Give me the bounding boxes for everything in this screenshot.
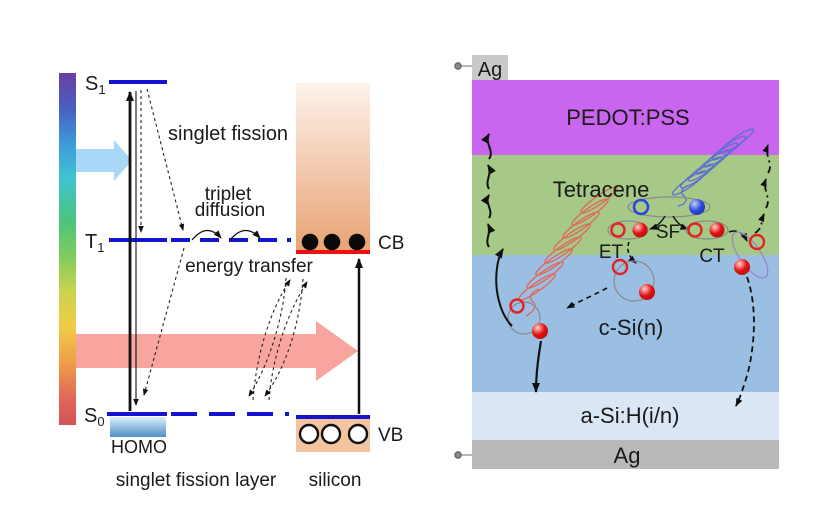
a-si-layer bbox=[472, 392, 779, 440]
ct-label: CT bbox=[699, 246, 725, 267]
top-terminal-icon bbox=[454, 62, 472, 70]
tetracene-label: Tetracene bbox=[553, 177, 650, 202]
left-energy-diagram: S1 T1 S0 singlet fission triplet diffusi… bbox=[59, 73, 404, 491]
energy-transfer-arrows bbox=[248, 277, 308, 401]
homo-label: HOMO bbox=[111, 437, 167, 457]
pedot-pss-label: PEDOT:PSS bbox=[566, 105, 689, 130]
ag-top-label: Ag bbox=[478, 59, 502, 81]
cb-electrons bbox=[301, 233, 366, 251]
ag-top-electrode bbox=[472, 55, 508, 80]
ct-state-exciton bbox=[731, 231, 769, 279]
triplet-hop-arrow-1 bbox=[191, 229, 222, 241]
charge-transport-path-right bbox=[754, 144, 771, 234]
ag-bottom-label: Ag bbox=[614, 443, 641, 468]
vb-label: VB bbox=[378, 425, 403, 446]
blue-photon-arrow-icon bbox=[76, 140, 132, 181]
electron-extraction-arrow bbox=[532, 340, 543, 393]
singlet-fission-arrow bbox=[146, 88, 185, 231]
hole-red-icon bbox=[687, 222, 703, 238]
electron-red-icon bbox=[709, 222, 725, 238]
electron-red-icon bbox=[532, 323, 548, 339]
tetracene-layer bbox=[472, 155, 779, 255]
et-label: ET bbox=[599, 242, 624, 263]
c-si-exciton-1 bbox=[611, 258, 655, 302]
triplet-exciton-right bbox=[685, 220, 729, 240]
energy-transfer-label: energy transfer bbox=[185, 256, 313, 277]
c-si-exciton-2 bbox=[507, 298, 548, 339]
hole-blue-icon bbox=[632, 198, 650, 216]
bottom-terminal-icon bbox=[454, 451, 472, 459]
vb-holes bbox=[298, 423, 369, 445]
silicon-caption: silicon bbox=[309, 470, 362, 491]
c-si-label: c-Si(n) bbox=[599, 315, 664, 340]
red-photon-arrow-icon bbox=[76, 321, 358, 381]
electron-red-icon bbox=[632, 222, 648, 238]
electron-red-icon bbox=[639, 284, 655, 300]
triplet-diffusion-label-line2: diffusion bbox=[195, 200, 265, 221]
triplet-hop-arrow-2 bbox=[229, 229, 261, 241]
cb-label: CB bbox=[378, 233, 404, 254]
electron-red-icon bbox=[734, 259, 750, 275]
s0-level-label: S0 bbox=[84, 405, 105, 429]
electron-extraction-arrow-dashed bbox=[735, 276, 755, 407]
hole-red-icon bbox=[509, 298, 525, 314]
singlet-fission-label: singlet fission bbox=[168, 123, 288, 145]
triplet-diffusion-label-line1: triplet bbox=[205, 184, 252, 205]
ct-arrow bbox=[728, 230, 748, 242]
t1-level-label: T1 bbox=[85, 231, 104, 255]
singlet-exciton bbox=[627, 196, 711, 218]
right-device-schematic: Ag PEDOT:PSS Tetracene c-Si(n) a-Si:H(i/… bbox=[454, 55, 779, 469]
electron-blue-icon bbox=[689, 199, 705, 215]
solar-spectrum-bar bbox=[59, 73, 76, 425]
t1-to-s0-arrow bbox=[142, 247, 185, 396]
sf-label: SF bbox=[656, 222, 680, 243]
ag-bottom-electrode bbox=[472, 440, 779, 469]
red-photon-coil-icon bbox=[518, 186, 618, 317]
exciton-diffusion-arrow bbox=[566, 287, 608, 309]
c-si-layer bbox=[472, 255, 779, 392]
hole-red-icon bbox=[610, 222, 626, 238]
s1-level-label: S1 bbox=[85, 73, 106, 97]
homo-box bbox=[110, 417, 166, 437]
blue-photon-coil-icon bbox=[671, 128, 755, 207]
hole-transport-path-left bbox=[480, 133, 513, 327]
sf-layer-caption: singlet fission layer bbox=[116, 470, 277, 491]
triplet-exciton-left bbox=[607, 220, 649, 240]
silicon-cb-box bbox=[296, 83, 370, 251]
sf-split-arrow-left bbox=[649, 215, 666, 230]
a-si-label: a-Si:H(i/n) bbox=[580, 403, 679, 428]
hole-red-icon bbox=[611, 258, 629, 276]
hole-red-icon bbox=[748, 233, 766, 251]
